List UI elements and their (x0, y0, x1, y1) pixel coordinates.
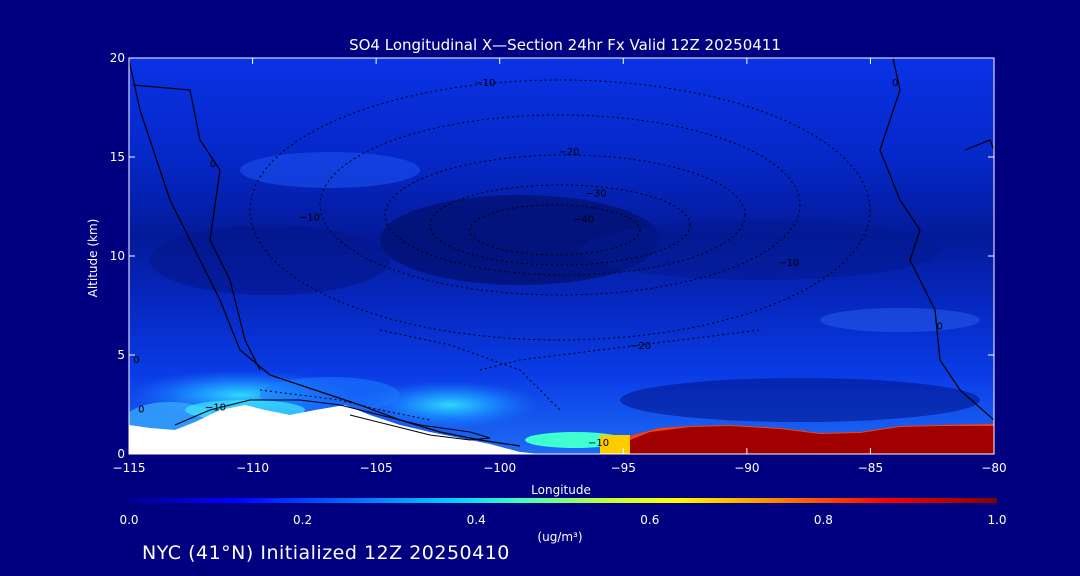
x-tick-label: −115 (113, 461, 146, 475)
heatmap-field (129, 58, 994, 454)
y-tick-label: 0 (117, 447, 125, 461)
x-tick-label: −85 (858, 461, 883, 475)
y-tick-label: 10 (110, 249, 125, 263)
contour-label: −20 (558, 147, 579, 158)
x-tick-label: −95 (611, 461, 636, 475)
x-axis-ticks: −115 −110 −105 −100 −95 −90 −85 −80 (113, 58, 1007, 475)
colorbar-label: (ug/m³) (537, 530, 582, 544)
colorbar-tick-label: 0.8 (814, 513, 833, 527)
contour-label: −10 (474, 78, 495, 89)
y-tick-label: 20 (110, 51, 125, 65)
contour-label: −10 (778, 258, 799, 269)
x-tick-label: −90 (734, 461, 759, 475)
contour-label: −20 (630, 341, 651, 352)
colorbar-ticks: 0.0 0.2 0.4 0.6 0.8 1.0 (119, 513, 1006, 527)
contour-label: −10 (588, 438, 609, 449)
contour-labels: −10 −20 −30 −40 −10 −10 −20 −10 −10 0 0 0 0 0 (133, 78, 943, 449)
colorbar-tick-label: 1.0 (987, 513, 1006, 527)
x-axis-label: Longitude (531, 483, 591, 497)
contour-label: −30 (586, 189, 607, 200)
contour-label: −10 (205, 402, 226, 413)
colorbar-tick-label: 0.2 (293, 513, 312, 527)
contour-label: 0 (210, 159, 216, 170)
contour-label: −40 (573, 214, 594, 225)
x-tick-label: −110 (236, 461, 269, 475)
contour-label: 0 (936, 321, 942, 332)
contour-label: 0 (133, 355, 139, 366)
colorbar-tick-label: 0.6 (640, 513, 659, 527)
y-tick-label: 5 (117, 348, 125, 362)
colorbar-tick-label: 0.4 (467, 513, 486, 527)
colorbar (129, 498, 997, 503)
x-tick-label: −100 (483, 461, 516, 475)
colorbar-tick-label: 0.0 (119, 513, 138, 527)
contour-label: −10 (299, 212, 320, 223)
contour-label: 0 (892, 78, 898, 89)
chart-title: SO4 Longitudinal X—Section 24hr Fx Valid… (349, 36, 781, 54)
x-tick-label: −105 (360, 461, 393, 475)
y-axis-label: Altitude (km) (86, 219, 100, 298)
footer-caption: NYC (41°N) Initialized 12Z 20250410 (142, 542, 510, 564)
contour-label: 0 (138, 404, 144, 415)
x-tick-label: −80 (981, 461, 1006, 475)
y-tick-label: 15 (110, 150, 125, 164)
